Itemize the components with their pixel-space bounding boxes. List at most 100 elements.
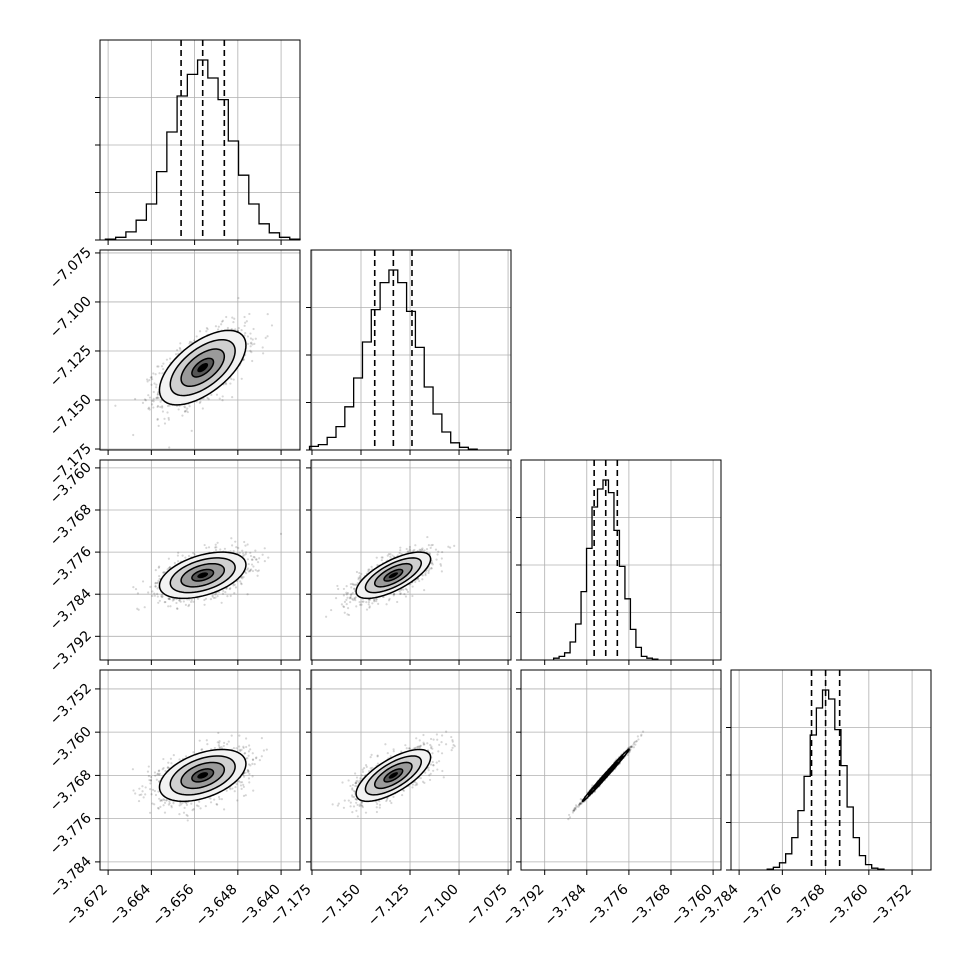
sample-point xyxy=(199,400,202,403)
sample-point xyxy=(152,400,155,403)
sample-point xyxy=(421,574,424,577)
sample-point xyxy=(158,599,161,602)
sample-point xyxy=(185,803,189,806)
sample-point xyxy=(370,565,373,568)
sample-point xyxy=(147,407,150,410)
sample-point xyxy=(241,577,244,580)
sample-point xyxy=(346,613,349,616)
sample-point xyxy=(243,324,246,327)
sample-point xyxy=(254,558,258,561)
sample-point xyxy=(238,748,241,751)
sample-point xyxy=(177,408,180,411)
sample-point xyxy=(146,770,150,773)
sample-point xyxy=(157,565,161,568)
sample-point xyxy=(153,382,156,385)
sample-point xyxy=(172,802,175,805)
sample-point xyxy=(148,379,151,382)
sample-point xyxy=(243,540,246,544)
sample-point xyxy=(179,342,182,345)
sample-point xyxy=(157,579,160,582)
sample-point xyxy=(157,790,160,793)
sample-point xyxy=(203,543,206,547)
sample-point xyxy=(173,598,176,601)
sample-point xyxy=(246,342,250,345)
sample-point xyxy=(343,611,346,614)
sample-point xyxy=(231,396,234,399)
sample-point xyxy=(150,376,153,379)
sample-point xyxy=(154,585,157,588)
sample-point xyxy=(151,403,154,406)
sample-point xyxy=(377,602,380,605)
sample-point xyxy=(156,396,159,399)
sample-point xyxy=(169,357,172,360)
sample-point xyxy=(161,406,164,409)
sample-point xyxy=(221,319,225,322)
sample-point xyxy=(214,325,218,328)
sample-point xyxy=(150,793,153,796)
sample-point xyxy=(214,592,218,595)
sample-point xyxy=(368,605,371,608)
sample-point xyxy=(220,323,223,326)
sample-point xyxy=(217,731,220,735)
contour-4 xyxy=(191,568,215,582)
sample-point xyxy=(266,313,269,316)
sample-point xyxy=(238,551,241,554)
sample-point xyxy=(399,592,402,596)
sample-point xyxy=(201,407,204,410)
sample-point xyxy=(222,589,225,593)
sample-point xyxy=(173,561,176,565)
sample-point xyxy=(380,556,383,559)
sample-point xyxy=(225,383,228,386)
contour-2 xyxy=(169,557,236,594)
sample-point xyxy=(389,555,392,558)
sample-point xyxy=(226,326,229,330)
sample-point xyxy=(257,569,260,572)
sample-point xyxy=(431,543,434,547)
sample-point xyxy=(156,405,159,408)
sample-point xyxy=(367,600,371,604)
sample-point xyxy=(161,372,164,375)
sample-point xyxy=(251,359,254,363)
sample-point xyxy=(342,587,346,591)
sample-point xyxy=(182,600,185,603)
sample-point xyxy=(441,550,444,554)
sample-point xyxy=(251,338,254,341)
sample-point xyxy=(180,803,183,806)
sample-point xyxy=(367,568,370,571)
sample-point xyxy=(261,553,264,556)
sample-point xyxy=(168,404,171,407)
sample-point xyxy=(161,593,164,596)
sample-point xyxy=(167,597,170,601)
sample-point xyxy=(174,353,178,356)
sample-point xyxy=(152,390,155,394)
sample-point xyxy=(197,805,200,808)
histogram-panel-p2 xyxy=(516,459,722,665)
sample-point xyxy=(405,547,408,551)
sample-point xyxy=(223,547,227,550)
sample-point xyxy=(373,598,376,601)
sample-point xyxy=(147,394,150,397)
sample-point xyxy=(249,748,252,751)
sample-point xyxy=(243,315,246,319)
sample-point xyxy=(229,587,232,590)
sample-point xyxy=(229,382,232,385)
sample-point xyxy=(156,417,159,421)
sample-point xyxy=(348,597,352,600)
sample-point xyxy=(209,597,213,601)
sample-point xyxy=(136,607,139,610)
sample-point xyxy=(154,774,157,777)
sample-point xyxy=(430,567,433,570)
sample-point xyxy=(186,410,189,414)
sample-point xyxy=(190,341,193,344)
sample-point xyxy=(163,417,166,420)
sample-point xyxy=(198,330,202,333)
histogram-panel-p3 xyxy=(726,669,932,875)
sample-point xyxy=(175,601,178,605)
sample-point xyxy=(357,576,360,579)
sample-point xyxy=(186,407,189,410)
sample-point xyxy=(358,571,361,575)
sample-point xyxy=(391,554,394,557)
sample-point xyxy=(418,579,421,583)
sample-point xyxy=(345,591,348,594)
sample-point xyxy=(234,586,238,589)
